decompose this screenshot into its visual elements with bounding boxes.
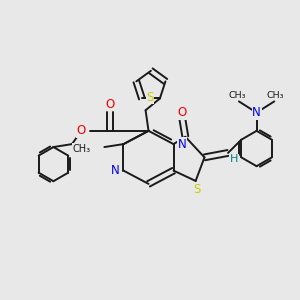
Text: S: S xyxy=(194,183,201,196)
Text: N: N xyxy=(177,138,186,151)
Text: CH₃: CH₃ xyxy=(73,143,91,154)
Text: O: O xyxy=(106,98,115,111)
Text: O: O xyxy=(77,124,86,137)
Text: O: O xyxy=(178,106,187,119)
Text: H: H xyxy=(230,154,238,164)
Text: CH₃: CH₃ xyxy=(229,91,246,100)
Text: N: N xyxy=(111,164,120,177)
Text: S: S xyxy=(146,91,154,103)
Text: N: N xyxy=(252,106,261,119)
Text: CH₃: CH₃ xyxy=(267,91,284,100)
